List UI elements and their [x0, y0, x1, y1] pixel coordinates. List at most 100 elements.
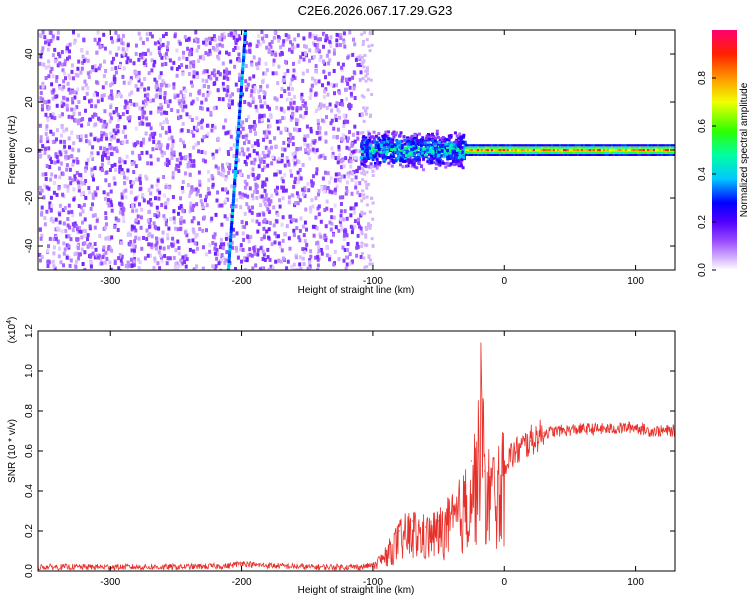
heatmap-cell	[95, 253, 99, 258]
heatmap-cell	[335, 135, 339, 139]
heatmap-cell	[55, 103, 59, 108]
heatmap-cell	[277, 258, 281, 263]
heatmap-band-cell	[421, 146, 425, 150]
heatmap-cell	[79, 173, 83, 178]
heatmap-cell	[224, 175, 228, 179]
heatmap-cell	[309, 249, 313, 254]
heatmap-line-cell	[474, 146, 478, 149]
heatmap-cell	[149, 31, 152, 36]
heatmap-cell	[58, 175, 62, 180]
heatmap-cell	[239, 243, 243, 248]
heatmap-line-cell	[526, 146, 530, 149]
heatmap-cell	[245, 162, 248, 167]
heatmap-cell	[40, 107, 44, 112]
heatmap-cell	[274, 144, 278, 149]
heatmap-line-cell	[564, 153, 568, 156]
heatmap-cell	[173, 265, 177, 270]
heatmap-streak-cell	[232, 187, 236, 191]
heatmap-cell	[295, 122, 299, 127]
heatmap-cell	[345, 233, 349, 238]
heatmap-band-cell	[404, 146, 408, 150]
heatmap-cell	[58, 220, 62, 225]
heatmap-cell	[56, 239, 60, 244]
heatmap-cell	[154, 243, 158, 248]
heatmap-band-cell	[364, 136, 368, 140]
heatmap-line-cell	[532, 153, 536, 156]
heatmap-cell	[270, 145, 273, 150]
x-tick-label: -200	[232, 276, 252, 287]
heatmap-line-cell	[494, 151, 498, 154]
heatmap-cell	[75, 157, 79, 162]
heatmap-band-cell	[384, 130, 388, 134]
heatmap-cell	[99, 256, 103, 261]
heatmap-cell	[167, 245, 170, 250]
heatmap-band-cell	[387, 137, 391, 141]
heatmap-cell	[98, 261, 102, 266]
heatmap-cell	[211, 46, 215, 50]
heatmap-line-cell	[660, 144, 664, 147]
heatmap-cell	[280, 86, 284, 91]
heatmap-cell	[120, 158, 124, 163]
heatmap-cell	[333, 91, 336, 96]
heatmap-line-cell	[632, 153, 636, 156]
heatmap-cell	[91, 67, 95, 72]
heatmap-cell	[47, 64, 51, 69]
heatmap-cell	[284, 188, 288, 193]
heatmap-cell	[81, 220, 84, 225]
heatmap-cell	[160, 111, 163, 116]
heatmap-cell	[92, 177, 95, 182]
heatmap-cell	[229, 59, 233, 64]
heatmap-cell	[297, 174, 301, 179]
heatmap-cell	[367, 254, 371, 258]
heatmap-line-cell	[560, 149, 564, 152]
heatmap-line-cell	[494, 153, 498, 156]
heatmap-cell	[367, 44, 371, 48]
heatmap-cell	[159, 91, 162, 95]
heatmap-cell	[329, 121, 333, 126]
heatmap-band-cell	[453, 146, 457, 150]
heatmap-line-cell	[590, 146, 594, 149]
heatmap-cell	[163, 193, 167, 198]
heatmap-cell	[273, 172, 277, 177]
heatmap-streak-cell	[236, 136, 240, 140]
heatmap-cell	[129, 190, 133, 195]
heatmap-cell	[83, 250, 87, 255]
heatmap-line-cell	[598, 146, 602, 149]
heatmap-band-cell	[461, 135, 465, 139]
heatmap-streak-cell	[236, 130, 240, 134]
heatmap-line-cell	[646, 153, 650, 156]
heatmap-cell	[196, 188, 200, 193]
heatmap-line-cell	[614, 151, 618, 154]
heatmap-line-cell	[602, 151, 606, 154]
heatmap-line-cell	[596, 146, 600, 149]
heatmap-line-cell	[538, 153, 542, 156]
heatmap-streak-cell	[235, 151, 239, 155]
heatmap-cell	[311, 83, 314, 88]
heatmap-cell	[282, 140, 286, 145]
heatmap-line-cell	[618, 151, 622, 154]
heatmap-cell	[159, 143, 163, 148]
snr-data-point	[477, 450, 479, 452]
heatmap-cell	[291, 267, 295, 270]
heatmap-band-cell	[430, 139, 434, 142]
heatmap-cell	[131, 202, 134, 207]
heatmap-band-cell	[417, 161, 421, 165]
heatmap-cell	[301, 192, 305, 197]
heatmap-cell	[66, 188, 70, 193]
heatmap-cell	[302, 36, 306, 41]
heatmap-line-cell	[638, 149, 642, 152]
heatmap-line-cell	[648, 153, 652, 156]
heatmap-cell	[134, 126, 138, 131]
heatmap-cell	[148, 209, 152, 214]
heatmap-cell	[260, 157, 264, 162]
heatmap-cell	[268, 47, 271, 52]
heatmap-cell	[273, 136, 277, 141]
heatmap-cell	[261, 150, 265, 155]
heatmap-band-cell	[421, 136, 425, 140]
heatmap-cell	[318, 130, 322, 135]
heatmap-cell	[371, 165, 375, 169]
heatmap-cell	[212, 34, 216, 39]
heatmap-line-cell	[654, 149, 658, 152]
heatmap-cell	[233, 45, 237, 50]
heatmap-line-cell	[592, 144, 596, 147]
